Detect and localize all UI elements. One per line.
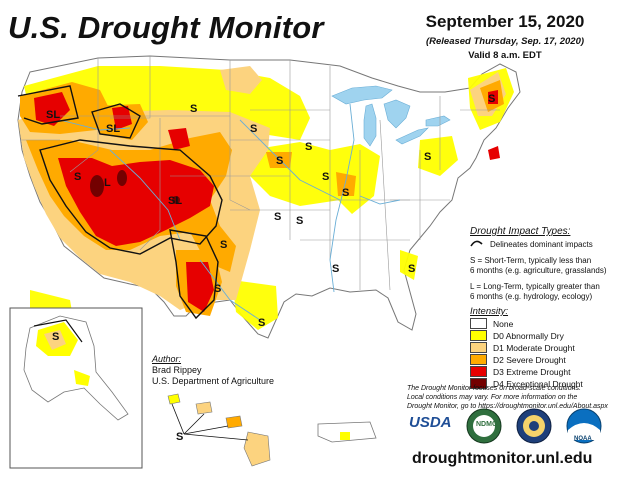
alaska-d1 bbox=[44, 330, 66, 350]
hawaii-island-kauai bbox=[167, 393, 181, 405]
info-note: The Drought Monitor focuses on broad-sca… bbox=[407, 384, 617, 411]
impact-long-term-line2: 6 months (e.g. hydrology, ecology) bbox=[470, 292, 593, 301]
intensity-label: D0 Abnormally Dry bbox=[493, 330, 564, 341]
author-block: Author: Brad Rippey U.S. Department of A… bbox=[152, 354, 274, 387]
label-s-texas-south: S bbox=[258, 317, 265, 329]
ndmc-logo bbox=[466, 408, 502, 444]
intensity-row: D4 Exceptional Drought bbox=[470, 378, 583, 389]
lake-michigan bbox=[363, 103, 377, 147]
impact-short-term-line2: 6 months (e.g. agriculture, grasslands) bbox=[470, 266, 607, 275]
intensity-label: D4 Exceptional Drought bbox=[493, 378, 583, 389]
intensity-swatch bbox=[470, 378, 487, 389]
intensity-label: None bbox=[493, 318, 514, 329]
impact-long-term-line1: L = Long-Term, typically greater than bbox=[470, 282, 600, 291]
hawaii-inset bbox=[167, 393, 271, 467]
label-s-oklahoma: S bbox=[296, 215, 303, 227]
label-s-dakota: S bbox=[250, 123, 257, 135]
intensity-legend-title: Intensity: bbox=[470, 306, 509, 317]
label-sl-idaho: SL bbox=[106, 123, 120, 135]
label-s-texas-west: S bbox=[214, 283, 221, 295]
label-s-kansas: S bbox=[274, 211, 281, 223]
label-sl-washington: SL bbox=[46, 109, 60, 121]
d4-areas bbox=[90, 170, 180, 204]
intensity-row: D0 Abnormally Dry bbox=[470, 330, 564, 341]
great-lakes bbox=[331, 85, 451, 147]
website-url[interactable]: droughtmonitor.unl.edu bbox=[412, 450, 593, 467]
intensity-swatch bbox=[470, 330, 487, 341]
hawaii-island-big bbox=[243, 431, 271, 467]
info-note-line3: Drought Monitor, go to https://droughtmo… bbox=[407, 403, 608, 410]
lake-ontario bbox=[425, 115, 451, 127]
release-note: (Released Thursday, Sep. 17, 2020) bbox=[425, 36, 585, 47]
label-s-georgia: S bbox=[408, 263, 415, 275]
label-s-maine: S bbox=[488, 93, 495, 105]
impact-legend-title: Drought Impact Types: bbox=[470, 226, 571, 237]
intensity-row: None bbox=[470, 318, 513, 329]
alaska-impact-line bbox=[33, 319, 83, 343]
map-date: September 15, 2020 bbox=[425, 12, 585, 31]
label-s-utah: S bbox=[74, 171, 81, 183]
label-s-arkansas: S bbox=[332, 263, 339, 275]
label-s-iowa: S bbox=[322, 171, 329, 183]
map-title: U.S. Drought Monitor bbox=[8, 10, 324, 45]
puerto-rico-d0 bbox=[340, 432, 350, 440]
intensity-swatch bbox=[470, 318, 487, 329]
intensity-swatch bbox=[470, 354, 487, 365]
usda-logo: USDA bbox=[409, 414, 452, 431]
label-sl-southwest: SL bbox=[168, 195, 182, 207]
impact-line-legend-glyph bbox=[470, 240, 483, 247]
lake-superior bbox=[331, 85, 393, 105]
hawaii-island-maui bbox=[225, 415, 243, 429]
author-org: U.S. Department of Agriculture bbox=[152, 376, 275, 386]
intensity-label: D3 Extreme Drought bbox=[493, 366, 571, 377]
intensity-row: D3 Extreme Drought bbox=[470, 366, 570, 377]
label-s-nebraska: S bbox=[276, 155, 283, 167]
label-s-montana: S bbox=[190, 103, 197, 115]
intensity-label: D2 Severe Drought bbox=[493, 354, 566, 365]
intensity-row: D2 Severe Drought bbox=[470, 354, 566, 365]
label-s-illinois: S bbox=[342, 187, 349, 199]
intensity-label: D1 Moderate Drought bbox=[493, 342, 575, 353]
impact-short-term-line1: S = Short-Term, typically less than bbox=[470, 256, 592, 265]
noaa-logo-text: NOAA bbox=[574, 436, 592, 442]
impact-dominant-text: Delineates dominant impacts bbox=[490, 240, 593, 249]
intensity-swatch bbox=[470, 342, 487, 353]
info-note-line2: Local conditions may vary. For more info… bbox=[407, 394, 578, 401]
hawaii-island-oahu bbox=[195, 401, 213, 415]
author-label: Author: bbox=[152, 354, 182, 364]
intensity-swatch bbox=[470, 366, 487, 377]
label-s-pennsylvania: S bbox=[424, 151, 431, 163]
label-s-alaska: S bbox=[52, 331, 59, 343]
rivers bbox=[59, 103, 401, 321]
lake-huron bbox=[383, 99, 411, 129]
hawaii-pointer-lines bbox=[171, 403, 249, 441]
doc-seal-logo bbox=[516, 408, 552, 444]
lake-erie bbox=[395, 127, 429, 145]
label-s-minnesota: S bbox=[305, 141, 312, 153]
label-s-hawaii: S bbox=[176, 431, 183, 443]
label-s-texas-north: S bbox=[220, 239, 227, 251]
label-l-southwest: L bbox=[104, 177, 111, 189]
map-impact-labels: SL SL S S S S S S S S S L SL S S S S S S… bbox=[46, 93, 495, 443]
ndmc-logo-text: NDMC bbox=[476, 421, 497, 428]
alaska-d0-south bbox=[74, 370, 90, 386]
valid-time: Valid 8 a.m. EDT bbox=[468, 50, 542, 61]
intensity-row: D1 Moderate Drought bbox=[470, 342, 575, 353]
noaa-logo bbox=[566, 408, 602, 444]
author-name: Brad Rippey bbox=[152, 365, 202, 375]
info-note-line1: The Drought Monitor focuses on broad-sca… bbox=[407, 385, 581, 392]
